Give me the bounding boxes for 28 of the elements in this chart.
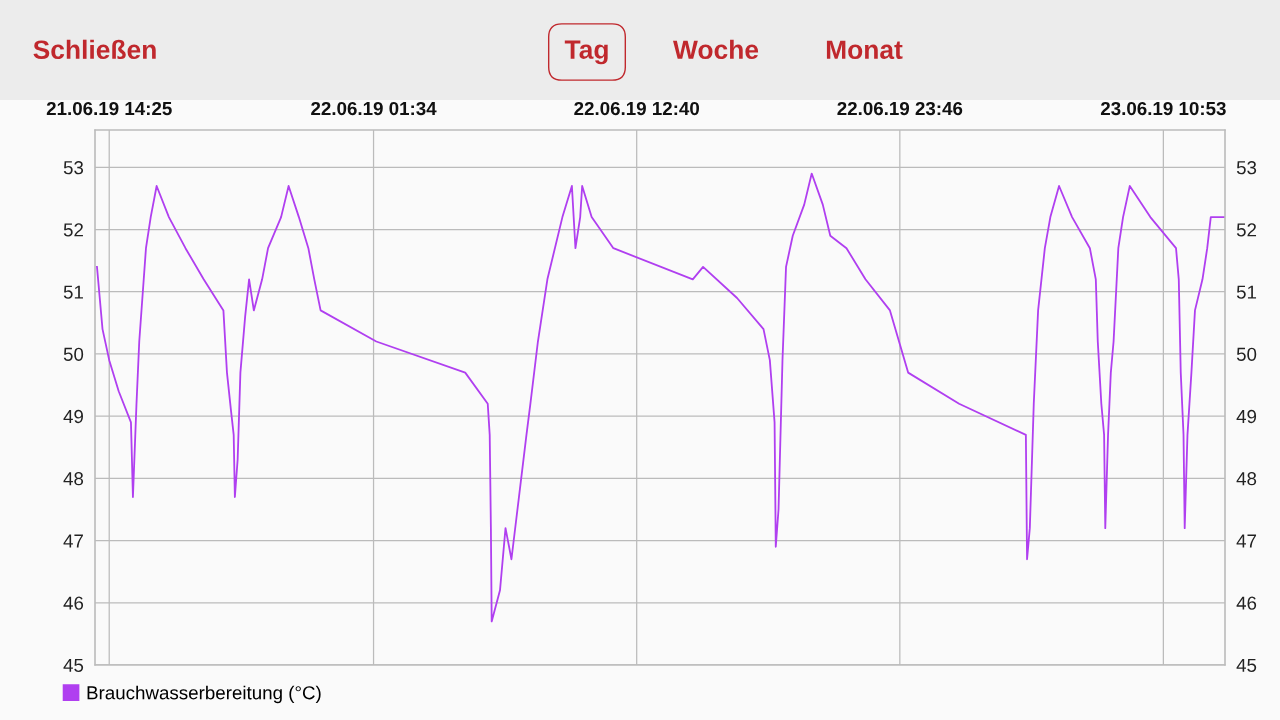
- y2-tick-label: 46: [1236, 596, 1257, 610]
- y-tick-label: 51: [63, 285, 83, 299]
- y2-tick-label: 51: [1236, 285, 1257, 299]
- y-tick-label: 53: [63, 161, 84, 175]
- y-tick-label: 49: [63, 409, 83, 424]
- y2-tick-label: 45: [1236, 658, 1257, 672]
- x-tick-label: 22.06.19 12:40: [574, 101, 699, 116]
- y2-tick-label: 52: [1236, 223, 1257, 237]
- x-tick-label: 21.06.19 14:25: [46, 101, 172, 116]
- y2-tick-label: 53: [1236, 161, 1257, 175]
- y-tick-label: 47: [63, 534, 83, 548]
- text: Schließen: [33, 39, 156, 60]
- x-tick-label: 22.06.19 23:46: [837, 101, 963, 116]
- y-tick-label: 46: [63, 596, 84, 610]
- x-tick-label: 22.06.19 01:34: [311, 101, 437, 116]
- text: Monat: [826, 40, 903, 60]
- y-tick-label: 52: [63, 223, 83, 237]
- legend-label: Brauchwasserbereitung (°C): [87, 685, 321, 704]
- text: Tag: [564, 40, 608, 65]
- text: Woche: [673, 39, 759, 60]
- y2-tick-label: 48: [1236, 472, 1257, 486]
- x-tick-label: 23.06.19 10:53: [1100, 101, 1226, 116]
- y-tick-label: 45: [63, 658, 84, 672]
- y-tick-label: 48: [63, 472, 84, 486]
- y2-tick-label: 49: [1236, 409, 1257, 424]
- y-tick-label: 50: [63, 347, 84, 361]
- y2-tick-label: 50: [1236, 347, 1257, 361]
- y2-tick-label: 47: [1236, 534, 1257, 548]
